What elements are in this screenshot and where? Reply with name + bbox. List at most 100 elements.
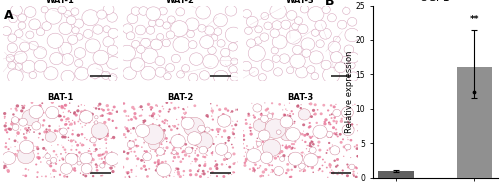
Circle shape [277, 156, 279, 157]
Circle shape [132, 127, 135, 130]
Circle shape [88, 64, 103, 78]
Circle shape [72, 130, 74, 131]
Circle shape [116, 110, 118, 113]
Circle shape [300, 152, 302, 154]
Circle shape [244, 160, 248, 162]
Circle shape [111, 151, 112, 152]
Circle shape [294, 17, 302, 24]
Circle shape [204, 127, 210, 132]
Circle shape [252, 170, 254, 172]
Circle shape [24, 105, 26, 107]
Circle shape [74, 19, 84, 28]
Circle shape [261, 12, 268, 20]
Circle shape [51, 159, 52, 160]
Circle shape [190, 53, 203, 65]
Circle shape [12, 124, 19, 130]
Circle shape [25, 115, 26, 117]
Circle shape [3, 167, 6, 169]
Circle shape [220, 119, 222, 121]
Circle shape [268, 174, 270, 176]
Circle shape [69, 158, 70, 160]
Circle shape [24, 168, 27, 170]
Circle shape [348, 17, 357, 26]
Circle shape [146, 136, 148, 138]
Circle shape [350, 124, 351, 125]
Circle shape [228, 166, 231, 168]
Circle shape [220, 56, 232, 66]
Circle shape [275, 173, 278, 175]
Circle shape [106, 147, 107, 149]
Circle shape [218, 149, 221, 152]
Circle shape [220, 48, 230, 57]
Circle shape [290, 169, 293, 171]
Circle shape [196, 154, 200, 157]
Circle shape [52, 169, 56, 172]
Circle shape [212, 143, 214, 145]
Circle shape [199, 175, 202, 178]
Circle shape [342, 113, 344, 114]
Bar [456, 68, 492, 178]
Circle shape [29, 72, 36, 79]
Circle shape [266, 152, 270, 154]
Circle shape [184, 129, 186, 130]
Circle shape [206, 154, 207, 155]
Circle shape [88, 157, 90, 159]
Circle shape [12, 113, 14, 116]
Circle shape [196, 132, 199, 135]
Circle shape [148, 104, 149, 105]
Circle shape [90, 151, 91, 152]
Circle shape [133, 108, 136, 110]
Circle shape [145, 150, 148, 153]
Circle shape [66, 117, 70, 120]
Circle shape [14, 124, 17, 126]
Circle shape [173, 156, 176, 159]
Circle shape [338, 150, 340, 152]
Circle shape [208, 143, 212, 145]
Circle shape [166, 146, 168, 149]
Circle shape [58, 105, 60, 107]
Circle shape [256, 152, 259, 154]
Circle shape [42, 147, 45, 150]
Circle shape [244, 147, 245, 149]
Circle shape [110, 166, 113, 170]
Circle shape [165, 168, 166, 169]
Circle shape [34, 146, 35, 147]
Circle shape [115, 127, 117, 129]
Circle shape [220, 163, 224, 166]
Circle shape [33, 150, 34, 151]
Circle shape [161, 144, 162, 145]
Circle shape [144, 162, 145, 163]
Circle shape [299, 134, 300, 135]
Circle shape [268, 157, 272, 160]
Circle shape [328, 163, 331, 165]
Circle shape [159, 7, 167, 15]
Circle shape [352, 127, 354, 129]
Circle shape [163, 129, 166, 132]
Circle shape [150, 39, 162, 50]
Circle shape [336, 158, 339, 161]
Circle shape [38, 157, 40, 160]
Circle shape [292, 147, 294, 149]
Circle shape [47, 33, 64, 48]
Circle shape [286, 163, 289, 166]
Circle shape [10, 153, 14, 156]
Circle shape [86, 163, 88, 165]
Circle shape [150, 138, 153, 141]
Circle shape [46, 134, 50, 136]
Circle shape [260, 152, 273, 164]
Circle shape [106, 113, 108, 114]
Circle shape [196, 133, 213, 149]
Circle shape [316, 40, 324, 48]
Circle shape [57, 144, 58, 146]
Circle shape [162, 152, 165, 155]
Circle shape [68, 140, 69, 141]
Circle shape [289, 153, 292, 157]
Circle shape [166, 31, 174, 39]
Circle shape [42, 157, 44, 158]
Circle shape [166, 101, 168, 104]
Circle shape [60, 119, 63, 121]
Circle shape [248, 115, 249, 117]
Circle shape [329, 172, 332, 174]
Circle shape [318, 156, 321, 158]
Circle shape [180, 148, 182, 149]
